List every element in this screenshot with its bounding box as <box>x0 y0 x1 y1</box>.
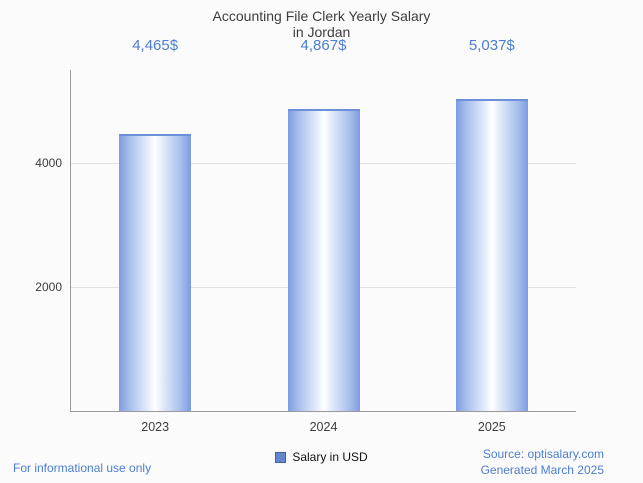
legend-marker-icon <box>275 451 287 463</box>
bar <box>119 134 192 411</box>
y-axis-tick-label: 2000 <box>35 280 62 294</box>
chart-title: Accounting File Clerk Yearly Salary in J… <box>0 8 643 40</box>
x-axis-category-label: 2025 <box>477 420 506 434</box>
bar <box>455 98 528 411</box>
bar-value-label: 4,465$ <box>132 37 179 54</box>
x-axis-category-label: 2024 <box>309 420 338 434</box>
legend-label: Salary in USD <box>292 450 368 464</box>
bar-value-label: 4,867$ <box>300 37 347 54</box>
chart-title-line1: Accounting File Clerk Yearly Salary <box>212 8 431 24</box>
bar <box>287 109 360 411</box>
source-block: Source: optisalary.com Generated March 2… <box>481 446 604 478</box>
generated-text: Generated March 2025 <box>480 463 604 477</box>
x-axis-category-label: 2023 <box>141 420 170 434</box>
plot-area: 2000 4000 4,465$ 2023 4,867$ 2024 5,037$ 2025 <box>35 37 576 434</box>
chart-title-line2: in Jordan <box>292 24 351 40</box>
legend: Salary in USD <box>0 450 643 464</box>
disclaimer-text: For informational use only <box>13 461 152 475</box>
source-text: Source: optisalary.com <box>482 447 604 461</box>
y-axis-tick-label: 4000 <box>35 156 62 170</box>
bar-value-label: 5,037$ <box>468 37 515 54</box>
